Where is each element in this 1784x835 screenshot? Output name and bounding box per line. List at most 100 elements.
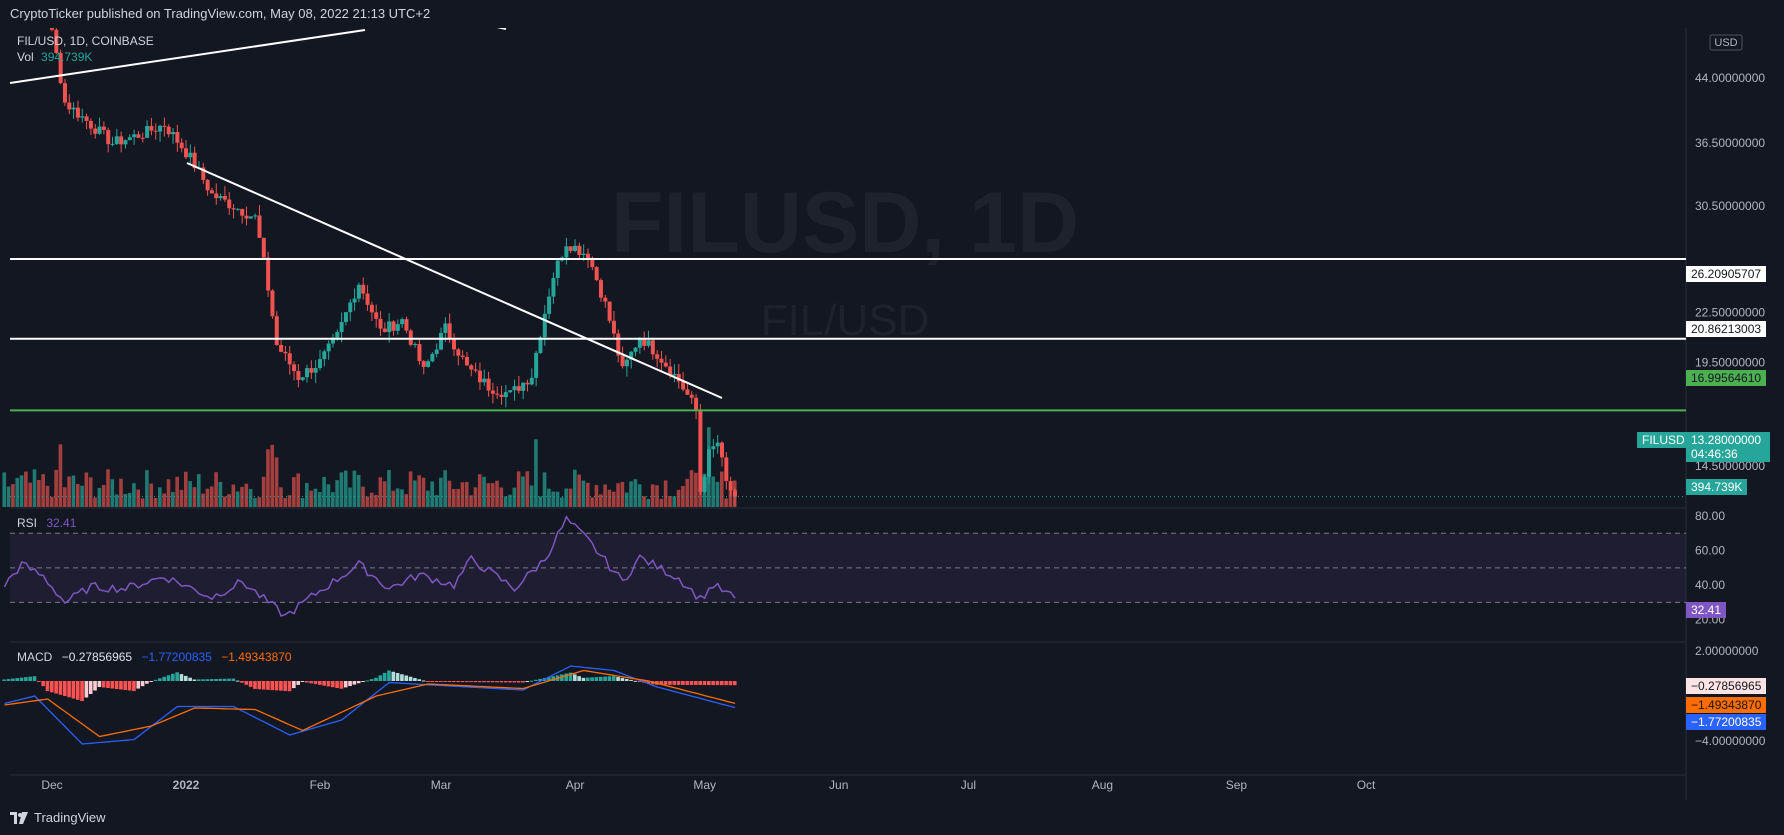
candle-body [382,328,387,333]
candle-body [132,134,137,138]
rsi-tick: 60.00 [1695,544,1725,558]
candle-body [694,397,699,410]
volume-bar [711,476,715,507]
volume-legend[interactable]: Vol 394.739K [17,50,92,64]
time-tick: 2022 [173,778,200,792]
volume-bar [421,477,426,507]
volume-bar [516,471,521,507]
candle-body [84,116,89,121]
volume-bar [28,482,32,507]
publish-header: CryptoTicker published on TradingView.co… [0,0,1784,28]
candle-body [616,333,621,356]
volume-bar [668,496,672,507]
candle-body [720,442,724,458]
candle-body [663,362,668,367]
volume-bar [590,497,594,507]
macd-hist-bar [93,681,97,691]
macd-hist-bar [508,681,512,683]
macd-hist-bar [547,677,551,681]
rsi-legend[interactable]: RSI 32.41 [17,516,76,530]
macd-hist-value: −0.27856965 [61,650,133,664]
macd-hist-bar [417,679,422,681]
macd-hist-bar [97,681,102,687]
candle-body [590,259,595,268]
macd-hist-bar [196,679,201,681]
price-tick: 14.50000000 [1695,459,1765,473]
volume-bar [326,484,331,507]
candle-body [594,267,599,281]
macd-hist-bar [296,681,300,685]
volume-bar [322,477,326,507]
volume-bar [97,487,102,507]
macd-hist-bar [158,678,162,681]
volume-bar [551,491,556,507]
macd-hist-bar [244,681,249,685]
volume-bar [387,470,391,507]
volume-bar [149,483,154,507]
macd-hist-bar [192,679,197,681]
macd-hist-bar [715,681,720,686]
volume-bar [158,487,162,507]
candle-body [408,330,413,345]
macd-legend[interactable]: MACD −0.27856965 −1.77200835 −1.49343870 [17,650,292,664]
macd-hist-bar [694,681,698,685]
candle-body [439,332,444,350]
level-tag-17: 16.99564610 [1686,370,1767,386]
candle-body [681,381,686,390]
tradingview-logo[interactable]: TradingView [10,810,106,825]
macd-hist-bar [456,681,460,683]
candle-body [503,392,508,398]
macd-hist-bar [45,681,50,692]
macd-hist-bar [37,681,41,682]
candle-body [473,369,478,371]
macd-hist-bar [205,679,210,681]
macd-hist-bar [2,679,7,681]
volume-bar [646,498,651,507]
volume-bar [430,481,434,507]
volume-bar [292,477,296,507]
volume-bar [279,487,283,507]
price-tick: 22.50000000 [1695,305,1765,319]
macd-hist-bar [534,679,538,681]
macd-hist-bar [313,681,318,685]
volume-bar [547,488,551,507]
macd-hist-bar [590,677,594,681]
candle-body [153,130,158,132]
candle-body [387,321,392,333]
macd-hist-bar [659,681,664,685]
macd-hist-bar [408,676,413,681]
macd-hist-bar [41,681,45,687]
volume-bar [132,483,136,507]
volume-bar [447,480,452,507]
volume-bar [348,487,352,507]
macd-hist-bar [123,681,128,690]
macd-hist-bar [624,678,629,681]
volume-bar [50,496,54,507]
macd-hist-bar [395,673,400,681]
macd-hist-bar [499,681,504,683]
volume-bar [629,481,633,507]
candle-body [460,355,465,357]
macd-hist-bar [382,672,387,681]
volume-bar [153,497,158,507]
candle-body [361,284,366,294]
candle-body [192,152,197,169]
macd-hist-bar [551,676,556,681]
macd-hist-bar [577,676,581,681]
symbol-legend[interactable]: FIL/USD, 1D, COINBASE [17,34,154,48]
volume-bar [715,481,720,507]
macd-hist-bar [490,681,495,683]
volume-bar [452,488,456,507]
candle-body [538,337,543,353]
macd-hist-bar [689,681,694,685]
price-tick: 30.50000000 [1695,199,1765,213]
macd-hist-bar [335,681,339,688]
candle-body [279,344,284,352]
candle-body [443,323,448,333]
macd-hist-bar [15,678,20,681]
macd-hist-bar [473,681,478,683]
macd-hist-bar [114,681,119,689]
volume-bar [11,484,15,507]
macd-hist-bar [235,680,240,682]
